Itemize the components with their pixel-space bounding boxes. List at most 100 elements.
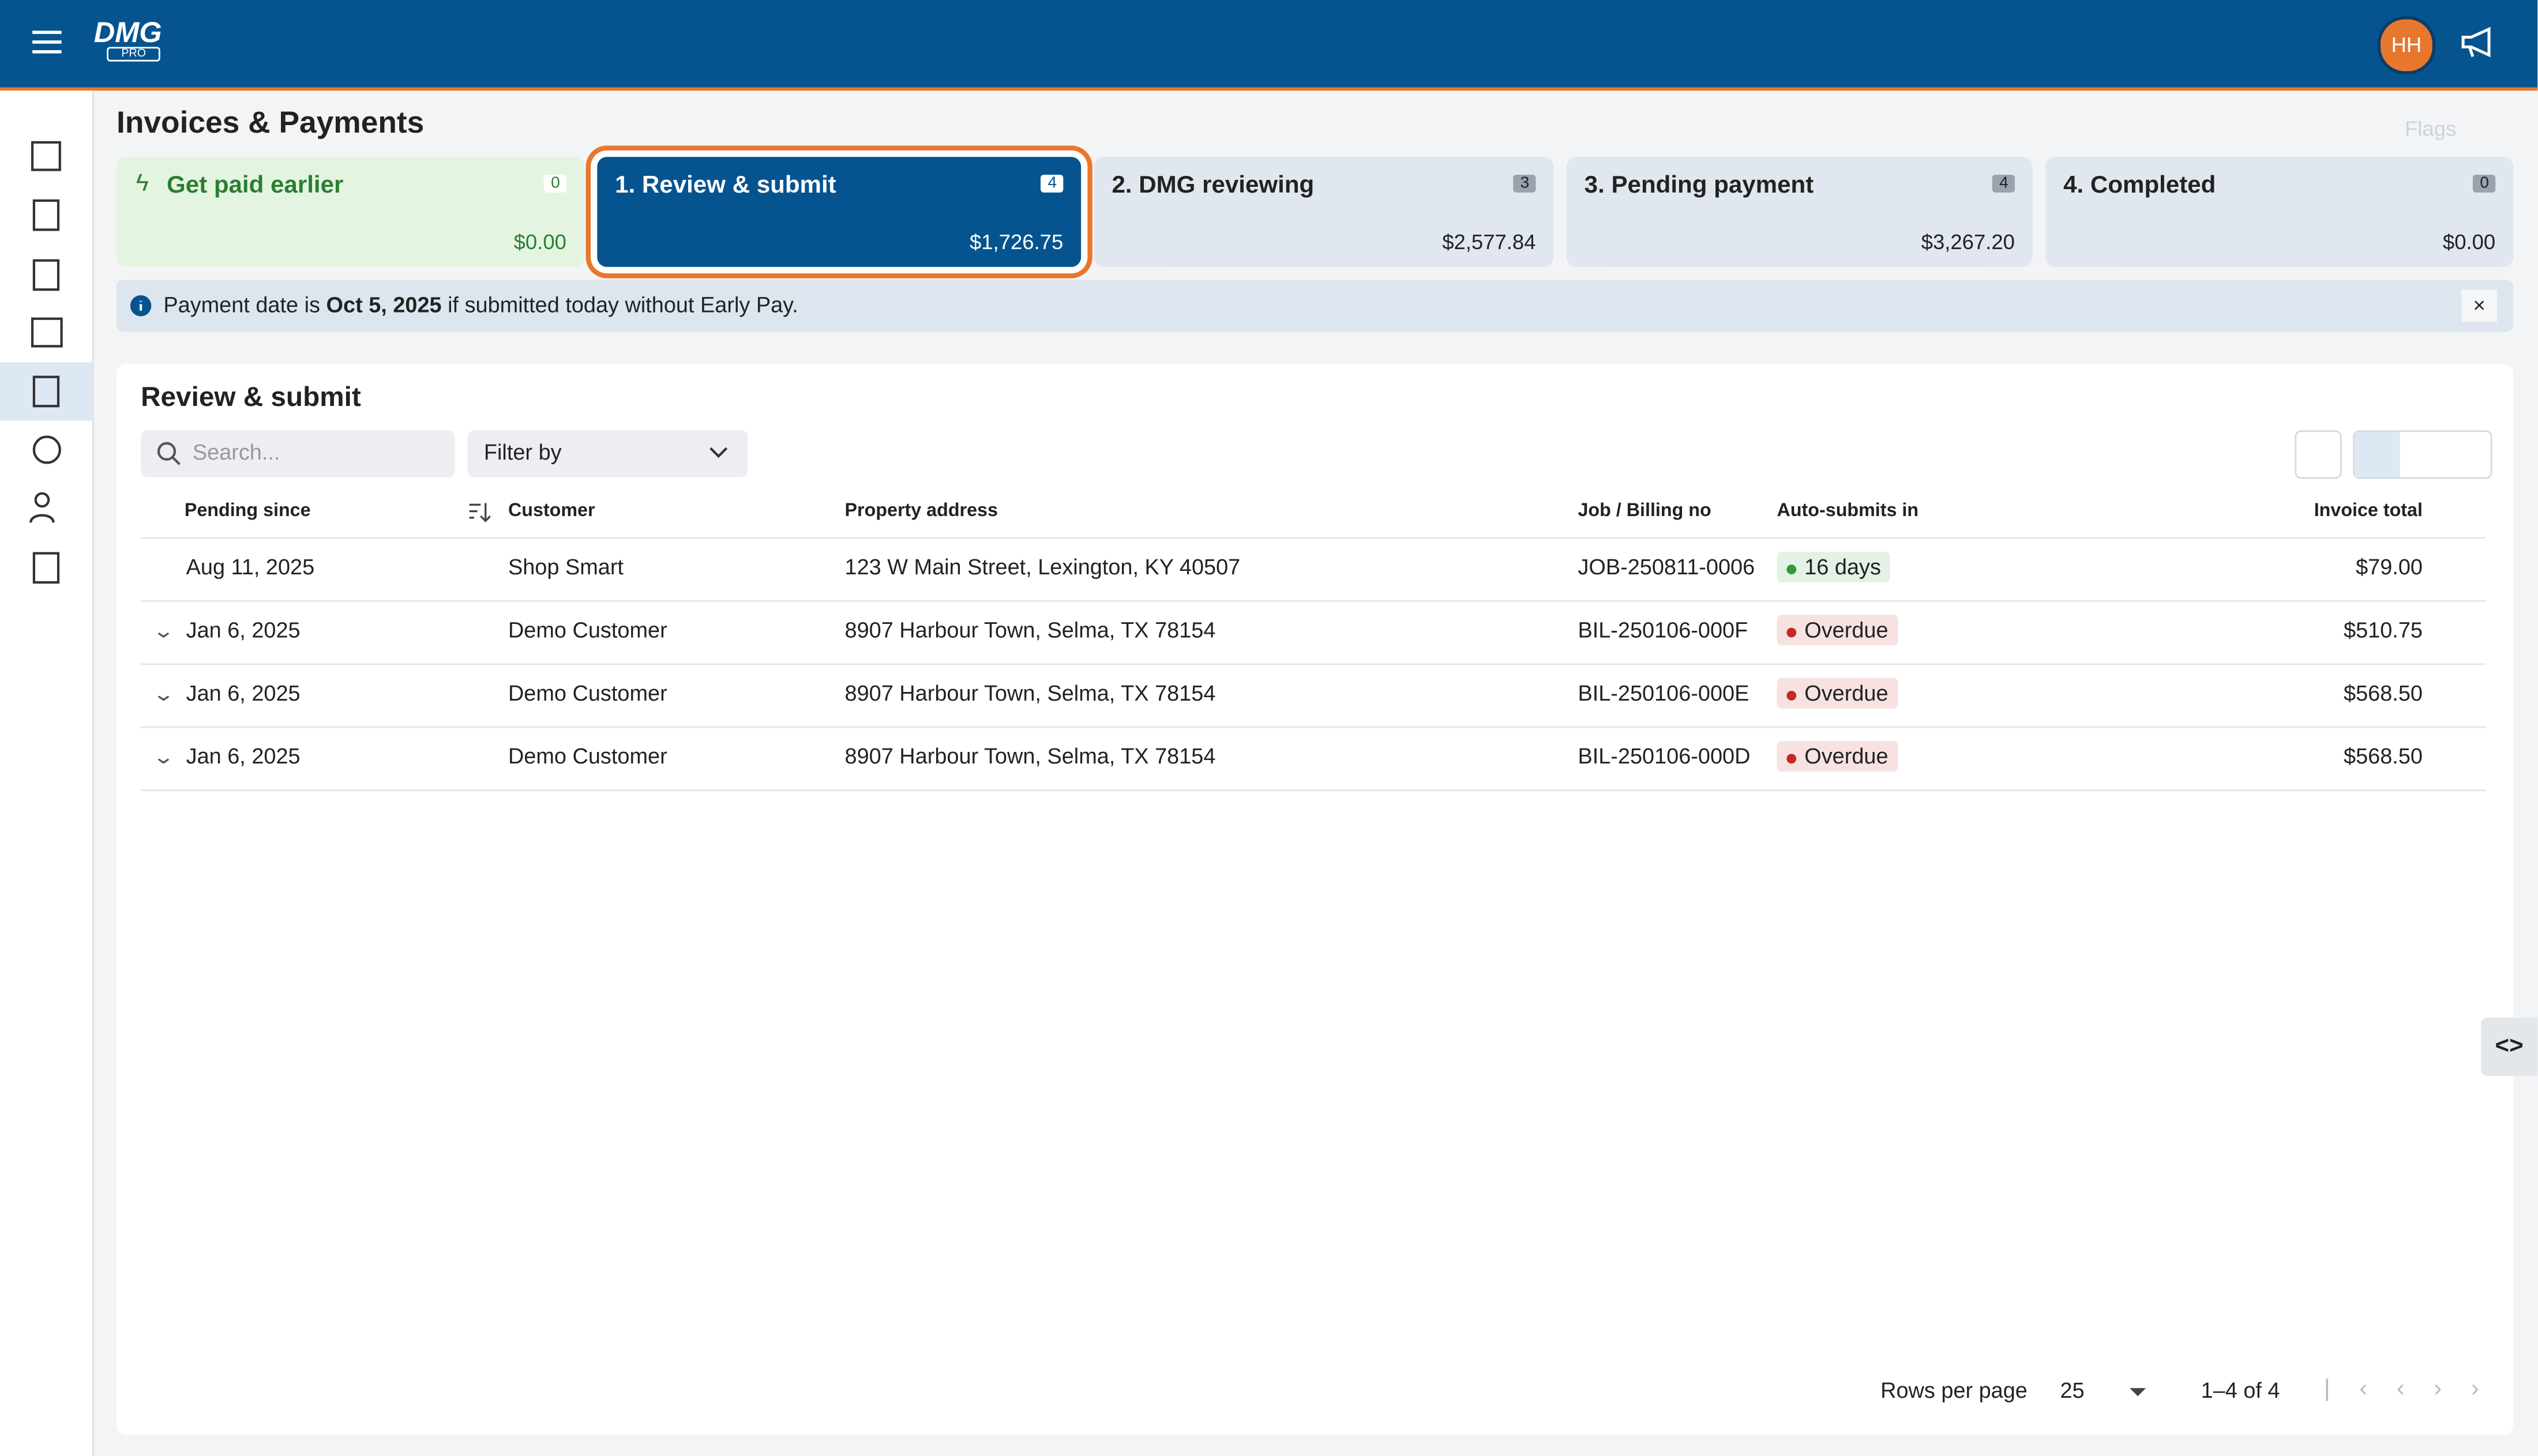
rows-per-page-label: Rows per page [1880,1378,2028,1403]
cell: JOB-250811-0006 [1578,555,1755,580]
tab-count: 0 [2473,175,2496,193]
cell: 8907 Harbour Town, Selma, TX 78154 [844,618,1216,642]
column-header: Auto-submits in [1777,501,1919,521]
cell: Demo Customer [508,618,667,642]
search-icon [157,442,181,465]
nav-icons[interactable] [29,139,65,624]
column-header[interactable]: Pending since [184,501,311,521]
cell: Jan 6, 2025 [186,681,301,706]
status-tab[interactable]: Get paid earlier 0 $0.00 ϟ [117,157,584,267]
logo-sub: PRO [107,47,161,62]
banner-date: Oct 5, 2025 [326,292,442,317]
tab-amount: $2,577.84 [1442,230,1536,254]
row-divider [141,789,2486,791]
status-pill: Overdue [1777,740,1898,772]
tab-label: 2. DMG reviewing [1112,171,1315,200]
column-header: Invoice total [2314,501,2423,521]
filter-label: Filter by [483,440,562,465]
cell: Jan 6, 2025 [186,744,301,769]
status-dot [1786,754,1797,764]
cell: $510.75 [2344,618,2423,642]
expand-icon[interactable]: ⌄ [152,682,175,706]
dev-toggle[interactable]: <> [2480,1017,2538,1076]
bolt-icon: ϟ [136,170,149,198]
tab-label: Get paid earlier [166,171,344,200]
cell: 8907 Harbour Town, Selma, TX 78154 [844,681,1216,706]
row-divider [141,663,2486,665]
nav-selected [0,362,92,421]
announcements[interactable] [2460,26,2496,58]
cell: $79.00 [2356,555,2423,580]
tab-amount: $0.00 [2442,230,2496,254]
sidebar [0,91,94,1456]
expand-icon[interactable]: ⌄ [152,746,175,769]
expand-icon[interactable]: ⌄ [152,619,175,642]
tab-label: 3. Pending payment [1584,171,1814,200]
logo[interactable]: DMG [93,16,162,49]
page-nav[interactable]: |‹‹›› ›| [2323,1375,2538,1403]
column-header: Property address [844,501,998,521]
tab-label: 1. Review & submit [615,171,836,200]
cell: Demo Customer [508,744,667,769]
close-banner[interactable]: × [2461,289,2498,322]
status-dot [1786,565,1797,574]
tab-amount: $1,726.75 [969,230,1064,254]
cell: $568.50 [2344,744,2423,769]
view-selected [2355,432,2400,477]
panel [117,364,2514,1435]
tab-count: 4 [1992,175,2015,193]
banner-text-before: Payment date is [163,292,320,317]
status-tab[interactable]: 4. Completed 0 $0.00 [2045,157,2514,267]
tab-label: 4. Completed [2063,171,2216,200]
banner-text: Payment date is Oct 5, 2025 if submitted… [163,293,798,317]
cell: 123 W Main Street, Lexington, KY 40507 [844,555,1241,580]
tab-count: 4 [1041,175,1064,193]
search-box[interactable]: Search... [141,430,455,477]
sort-icon[interactable] [468,502,491,522]
status-tab[interactable]: 1. Review & submit 4 $1,726.75 [597,157,1082,267]
avatar[interactable]: HH [2377,16,2436,75]
cell: Demo Customer [508,681,667,706]
status-tab[interactable]: 2. DMG reviewing 3 $2,577.84 [1094,157,1554,267]
tab-count: 0 [544,175,566,193]
export-button[interactable] [2295,430,2342,479]
status-pill: Overdue [1777,615,1898,646]
filter-select[interactable]: Filter by [467,430,748,477]
rows-dropdown[interactable] [2128,1386,2147,1398]
menu-button[interactable] [31,29,63,55]
rows-per-page[interactable]: 25 [2060,1378,2085,1403]
status-pill: 16 days [1777,551,1891,583]
info-banner: Payment date is Oct 5, 2025 if submitted… [117,280,2514,332]
page-title: Invoices & Payments [117,107,425,141]
status-dot [1786,627,1797,638]
banner-text-after: if submitted today without Early Pay. [448,292,798,317]
tab-amount: $0.00 [513,230,566,254]
cell: Aug 11, 2025 [186,555,315,580]
status-pill: Overdue [1777,678,1898,709]
info-icon [130,295,152,317]
row-divider [141,600,2486,602]
cell: BIL-250106-000F [1578,618,1748,642]
section-title: Review & submit [141,382,361,413]
status-tab[interactable]: 3. Pending payment 4 $3,267.20 [1566,157,2033,267]
cell: Shop Smart [508,555,624,580]
cell: BIL-250106-000E [1578,681,1749,706]
cell: $568.50 [2344,681,2423,706]
status-dot [1786,690,1797,701]
cell: BIL-250106-000D [1578,744,1751,769]
search-placeholder: Search... [192,440,280,465]
cell: 8907 Harbour Town, Selma, TX 78154 [844,744,1216,769]
row-divider [141,726,2486,728]
view-toggle[interactable] [2353,430,2492,479]
header: DMG PRO HH [0,0,2538,91]
header-divider [141,537,2486,539]
cell: Jan 6, 2025 [186,618,301,642]
column-header: Customer [508,501,595,521]
flags[interactable]: Flags [2405,116,2457,141]
tab-amount: $3,267.20 [1921,230,2015,254]
tab-count: 3 [1514,175,1536,193]
chevron [709,447,728,458]
column-header: Job / Billing no [1578,501,1711,521]
